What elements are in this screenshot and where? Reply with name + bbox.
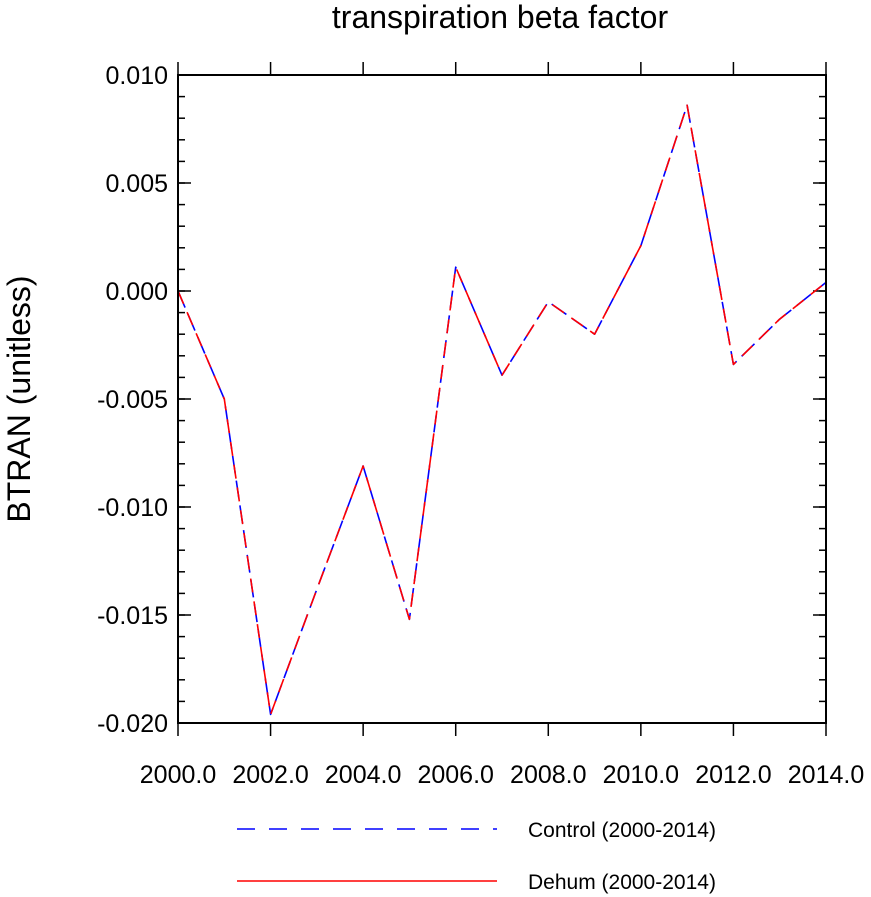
series-lines (177, 104, 827, 716)
x-tick-label: 2014.0 (788, 761, 864, 789)
y-tick-label: 0.010 (105, 62, 168, 90)
x-tick-label: 2002.0 (232, 761, 308, 789)
plot-frame (177, 74, 827, 724)
x-tick-label: 2000.0 (140, 761, 216, 789)
y-tick-label: -0.020 (97, 710, 168, 738)
x-tick-label: 2006.0 (417, 761, 493, 789)
legend-label: Dehum (2000-2014) (528, 871, 716, 894)
legend-label: Control (2000-2014) (528, 819, 716, 842)
series-line-dehum (177, 104, 827, 716)
y-tick-label: 0.000 (105, 278, 168, 306)
y-tick-label: -0.010 (97, 494, 168, 522)
x-tick-label: 2004.0 (325, 761, 401, 789)
y-axis-label: BTRAN (unitless) (1, 275, 37, 522)
legend: Control (2000-2014) Dehum (2000-2014) (237, 819, 716, 894)
y-tick-label: -0.015 (97, 602, 168, 630)
axis-ticks: 0.010 0.005 0.000 -0.005 -0.010 -0.015 -0.020 2… (97, 62, 864, 789)
series-line-control (177, 104, 827, 716)
chart-title: transpiration beta factor (332, 0, 669, 35)
x-tick-label: 2012.0 (695, 761, 771, 789)
x-tick-label: 2008.0 (510, 761, 586, 789)
y-tick-label: -0.005 (97, 386, 168, 414)
y-tick-label: 0.005 (105, 170, 168, 198)
x-tick-label: 2010.0 (603, 761, 679, 789)
